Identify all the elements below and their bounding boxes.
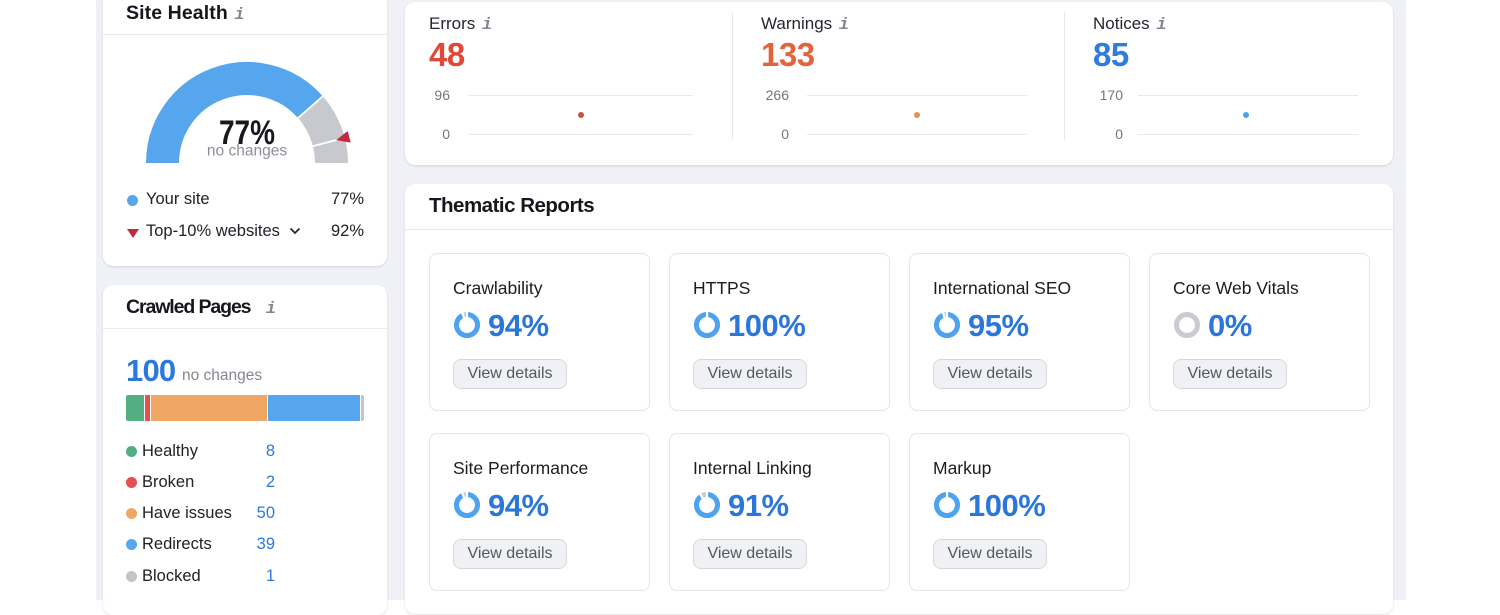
svg-text:no changes: no changes <box>207 143 287 160</box>
svg-text:77%: 77% <box>219 114 275 152</box>
